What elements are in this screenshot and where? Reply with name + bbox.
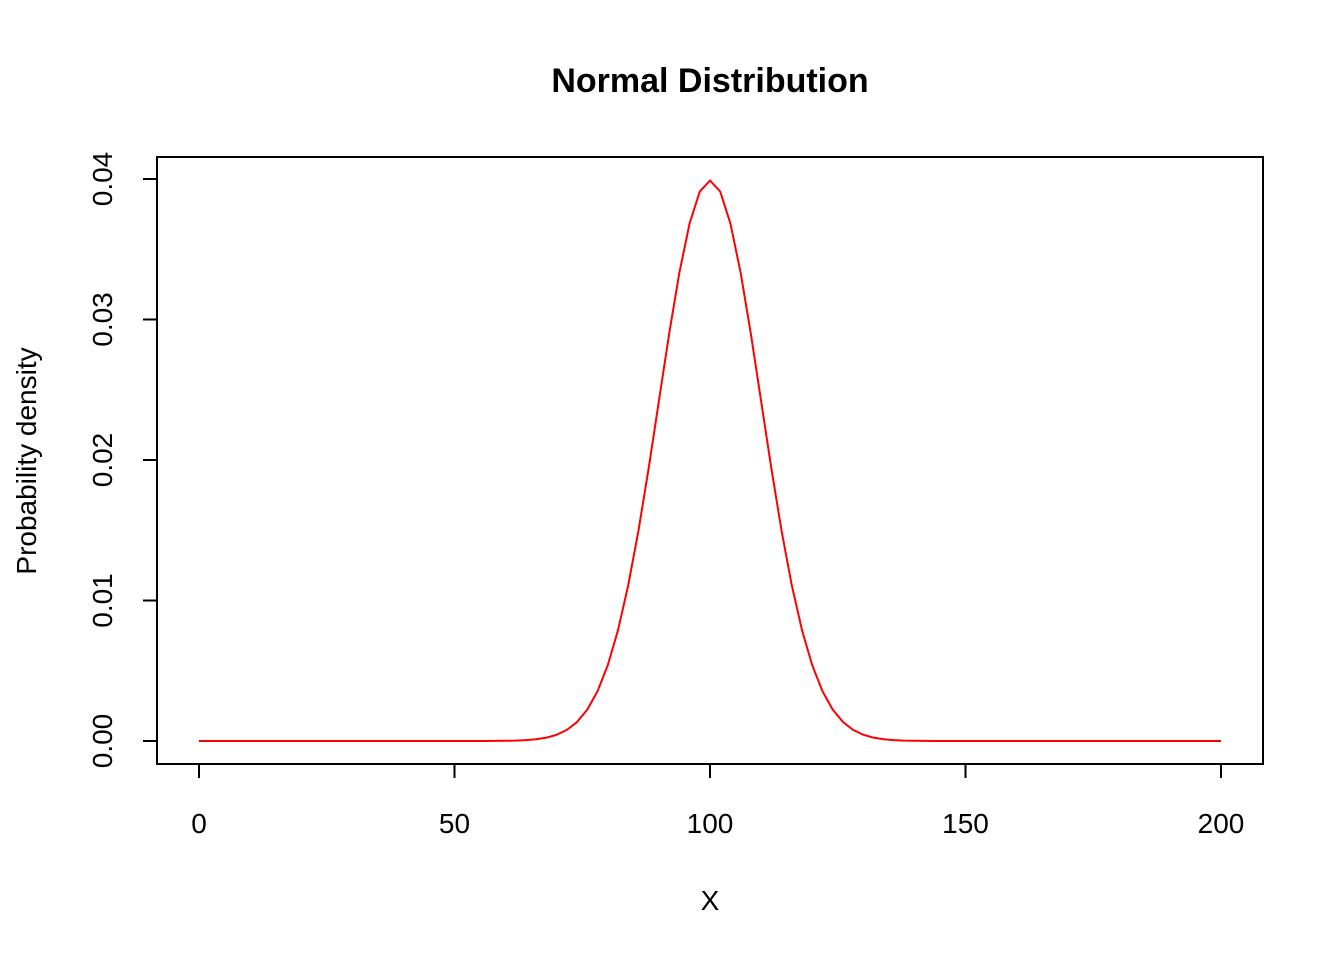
x-tick-label: 200 — [1198, 808, 1245, 839]
y-tick-label: 0.04 — [87, 152, 118, 207]
y-tick-label: 0.01 — [87, 573, 118, 628]
chart-title: Normal Distribution — [551, 62, 868, 100]
x-tick-label: 50 — [439, 808, 470, 839]
y-axis-label: Probability density — [11, 347, 42, 574]
y-axis: 0.00 0.01 0.02 0.03 0.04 — [87, 152, 158, 769]
y-tick-label: 0.00 — [87, 714, 118, 769]
x-axis-label: X — [701, 885, 720, 916]
plot-frame — [156, 156, 1264, 765]
x-axis: 0 50 100 150 200 — [191, 763, 1245, 839]
density-curve — [199, 179, 1221, 742]
x-tick-label: 100 — [687, 808, 734, 839]
y-tick-label: 0.03 — [87, 292, 118, 347]
series-layer — [199, 179, 1221, 742]
x-tick-label: 150 — [942, 808, 989, 839]
x-tick-label: 0 — [191, 808, 207, 839]
y-tick-label: 0.02 — [87, 433, 118, 488]
